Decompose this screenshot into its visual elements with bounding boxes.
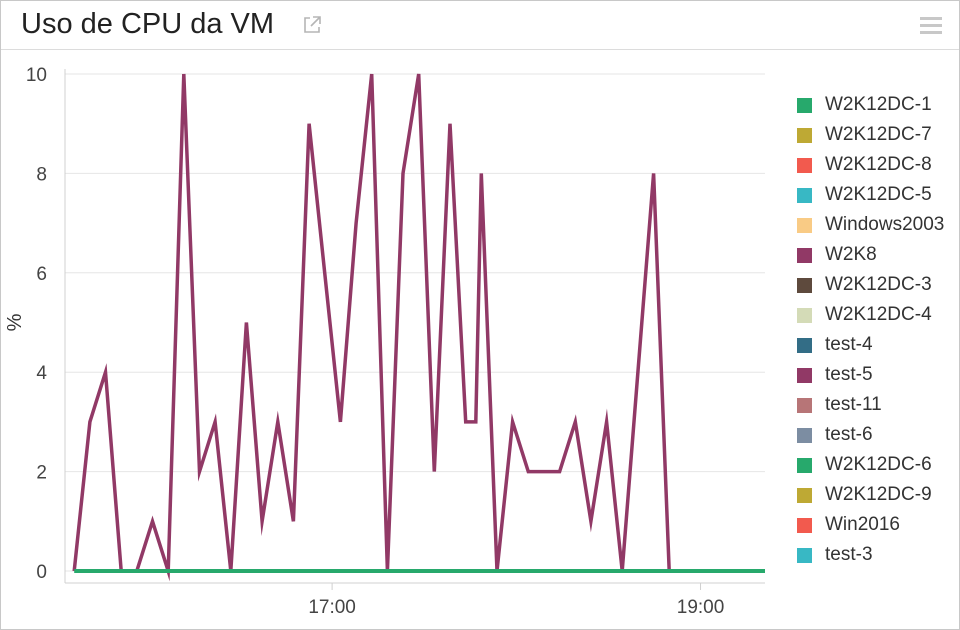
legend-item[interactable]: W2K12DC-9	[797, 480, 944, 510]
legend-label: W2K12DC-6	[825, 454, 932, 475]
legend-item[interactable]: W2K12DC-8	[797, 150, 944, 180]
legend-item[interactable]: W2K12DC-7	[797, 120, 944, 150]
y-tick-label: 6	[36, 264, 47, 285]
legend-item[interactable]: test-4	[797, 330, 944, 360]
legend-swatch	[797, 487, 812, 503]
legend-label: W2K12DC-3	[825, 274, 932, 295]
legend-item[interactable]: W2K12DC-6	[797, 450, 944, 480]
legend-item[interactable]: Win2016	[797, 510, 944, 540]
legend-swatch	[797, 247, 812, 263]
legend-item[interactable]: W2K12DC-1	[797, 90, 944, 120]
y-tick-label: 4	[36, 363, 47, 384]
legend-swatch	[797, 217, 812, 233]
legend-label: test-11	[825, 394, 882, 415]
legend-label: test-3	[825, 544, 873, 565]
y-axis-label: %	[4, 313, 26, 331]
legend-swatch	[797, 97, 812, 113]
legend-label: test-6	[825, 424, 873, 445]
y-tick-label: 8	[36, 164, 47, 185]
legend-swatch	[797, 427, 812, 443]
legend-swatch	[797, 517, 812, 533]
chart-legend: W2K12DC-1 W2K12DC-7 W2K12DC-8 W2K12DC-5 Wind…	[797, 90, 944, 570]
legend-swatch	[797, 277, 812, 293]
x-tick-label: 19:00	[677, 597, 725, 618]
legend-swatch	[797, 547, 812, 563]
legend-swatch	[797, 307, 812, 323]
series-line-test-5	[72, 73, 732, 582]
legend-item[interactable]: W2K12DC-5	[797, 180, 944, 210]
legend-label: test-4	[825, 334, 873, 355]
legend-swatch	[797, 367, 812, 383]
legend-item[interactable]: test-5	[797, 360, 944, 390]
legend-item[interactable]: W2K12DC-3	[797, 270, 944, 300]
y-tick-label: 10	[26, 65, 47, 86]
legend-swatch	[797, 157, 812, 173]
legend-label: Windows2003	[825, 214, 945, 235]
y-tick-label: 0	[36, 562, 47, 583]
legend-item[interactable]: test-6	[797, 420, 944, 450]
legend-swatch	[797, 397, 812, 413]
legend-swatch	[797, 337, 812, 353]
legend-label: W2K12DC-1	[825, 94, 932, 115]
legend-swatch	[797, 457, 812, 473]
legend-label: W2K8	[825, 244, 877, 265]
legend-label: W2K12DC-8	[825, 154, 932, 175]
x-tick-label: 17:00	[308, 597, 356, 618]
legend-swatch	[797, 127, 812, 143]
legend-item[interactable]: test-11	[797, 390, 944, 420]
legend-label: W2K12DC-9	[825, 484, 932, 505]
legend-label: Win2016	[825, 514, 900, 535]
legend-item[interactable]: W2K8	[797, 240, 944, 270]
hamburger-menu-icon[interactable]	[919, 14, 943, 36]
y-tick-label: 2	[36, 463, 47, 484]
legend-label: W2K12DC-4	[825, 304, 932, 325]
legend-label: test-5	[825, 364, 873, 385]
legend-label: W2K12DC-7	[825, 124, 932, 145]
legend-swatch	[797, 187, 812, 203]
widget-title: Uso de CPU da VM	[21, 8, 275, 40]
legend-label: W2K12DC-5	[825, 184, 932, 205]
legend-item[interactable]: test-3	[797, 540, 944, 570]
legend-item[interactable]: Windows2003	[797, 210, 944, 240]
widget-header: Uso de CPU da VM	[1, 1, 959, 50]
external-link-icon[interactable]	[301, 14, 323, 36]
legend-item[interactable]: W2K12DC-4	[797, 300, 944, 330]
